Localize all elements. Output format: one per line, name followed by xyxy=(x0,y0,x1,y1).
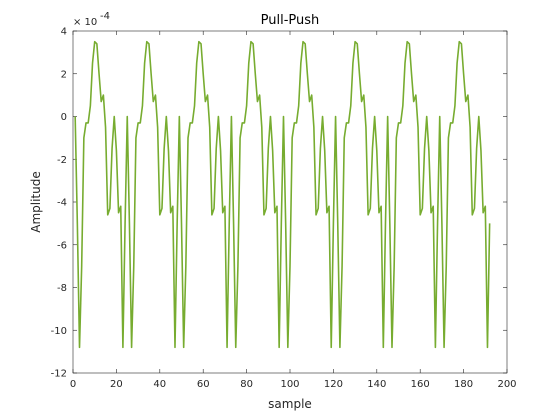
x-axis-ticks: 0 20 40 60 80 100 120 140 160 180 200 xyxy=(70,31,517,390)
x-tick-label: 200 xyxy=(497,379,516,390)
data-series xyxy=(74,40,491,349)
x-tick-label: 140 xyxy=(367,379,386,390)
y-tick-label: -2 xyxy=(57,155,67,166)
y-exponent-power: -4 xyxy=(100,11,110,22)
y-tick-label: -12 xyxy=(51,369,67,380)
x-tick-label: 80 xyxy=(240,379,253,390)
y-tick-label: 4 xyxy=(61,27,67,38)
y-tick-label: -10 xyxy=(51,326,67,337)
series-line xyxy=(74,40,491,349)
x-tick-label: 20 xyxy=(110,379,123,390)
y-axis-label: Amplitude xyxy=(29,171,43,233)
y-tick-label: 2 xyxy=(61,69,67,80)
y-tick-label: -4 xyxy=(57,198,67,209)
x-tick-label: 160 xyxy=(411,379,430,390)
y-tick-label: 0 xyxy=(61,112,67,123)
x-tick-label: 100 xyxy=(280,379,299,390)
x-tick-label: 0 xyxy=(70,379,76,390)
x-tick-label: 180 xyxy=(454,379,473,390)
x-axis-label: sample xyxy=(268,397,312,411)
y-axis-ticks: -12 -10 -8 -6 -4 -2 0 2 4 xyxy=(51,27,507,380)
y-exponent-multiplier: × 10 xyxy=(73,17,97,28)
chart-title: Pull-Push xyxy=(261,13,320,28)
x-tick-label: 60 xyxy=(197,379,210,390)
y-tick-label: -8 xyxy=(57,283,67,294)
x-tick-label: 120 xyxy=(324,379,343,390)
x-tick-label: 40 xyxy=(153,379,166,390)
y-tick-label: -6 xyxy=(57,240,67,251)
